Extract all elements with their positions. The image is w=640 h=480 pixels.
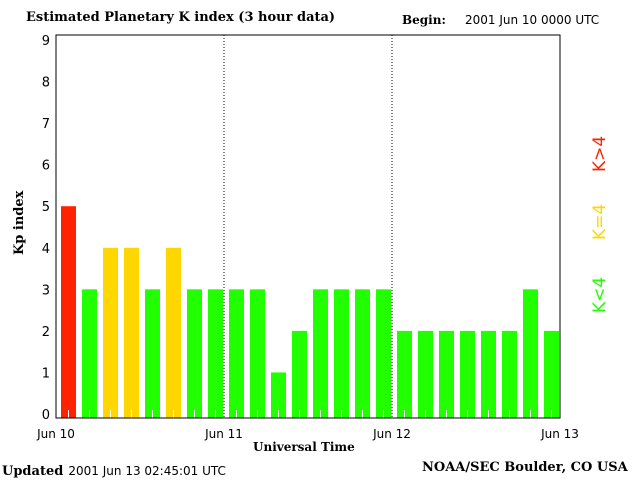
- kp-bar: [166, 247, 181, 418]
- chart-title: Estimated Planetary K index (3 hour data…: [26, 10, 336, 25]
- y-tick-label: 4: [42, 242, 50, 257]
- kp-bar: [61, 206, 76, 418]
- kp-bar: [313, 289, 328, 418]
- y-tick-label: 5: [42, 200, 50, 215]
- kp-bar: [418, 330, 433, 418]
- updated-value: 2001 Jun 13 02:45:01 UTC: [68, 464, 226, 478]
- kp-bar: [376, 289, 391, 418]
- y-tick-label: 2: [42, 325, 50, 340]
- x-axis-label: Universal Time: [253, 440, 355, 454]
- kp-bar: [103, 247, 118, 418]
- kp-bar: [124, 247, 139, 418]
- y-tick-label: 7: [42, 117, 50, 132]
- kp-bar: [250, 289, 265, 418]
- kp-bar: [229, 289, 244, 418]
- x-tick-label: Jun 12: [372, 427, 411, 441]
- updated-line: Updated 2001 Jun 13 02:45:01 UTC: [2, 460, 226, 479]
- updated-label: Updated: [2, 464, 64, 479]
- plot-frame: [55, 34, 561, 419]
- x-tick-label: Jun 11: [204, 427, 243, 441]
- kp-bar: [355, 289, 370, 418]
- y-tick-label: 8: [42, 76, 50, 91]
- kp-bar: [544, 330, 559, 418]
- kp-bar: [145, 289, 160, 418]
- kp-bar: [187, 289, 202, 418]
- kp-bar: [82, 289, 97, 418]
- y-tick-label: 3: [42, 283, 50, 298]
- kp-bar: [334, 289, 349, 418]
- y-tick-label: 0: [42, 408, 50, 423]
- kp-bar: [481, 330, 496, 418]
- x-tick-label: Jun 10: [36, 427, 75, 441]
- y-tick-label: 1: [42, 366, 50, 381]
- kp-bar: [523, 289, 538, 418]
- kp-bar: [271, 372, 286, 418]
- y-tick-label: 6: [42, 159, 50, 174]
- begin-label: Begin:: [402, 13, 446, 27]
- begin-value: 2001 Jun 10 0000 UTC: [465, 13, 600, 27]
- source-label: NOAA/SEC Boulder, CO USA: [422, 460, 628, 475]
- kp-bar: [460, 330, 475, 418]
- kp-bar: [292, 330, 307, 418]
- kp-bar: [397, 330, 412, 418]
- y-tick-label: 9: [42, 34, 50, 49]
- kp-bar: [208, 289, 223, 418]
- x-tick-label: Jun 13: [540, 427, 579, 441]
- kp-bar: [439, 330, 454, 418]
- kp-bar: [502, 330, 517, 418]
